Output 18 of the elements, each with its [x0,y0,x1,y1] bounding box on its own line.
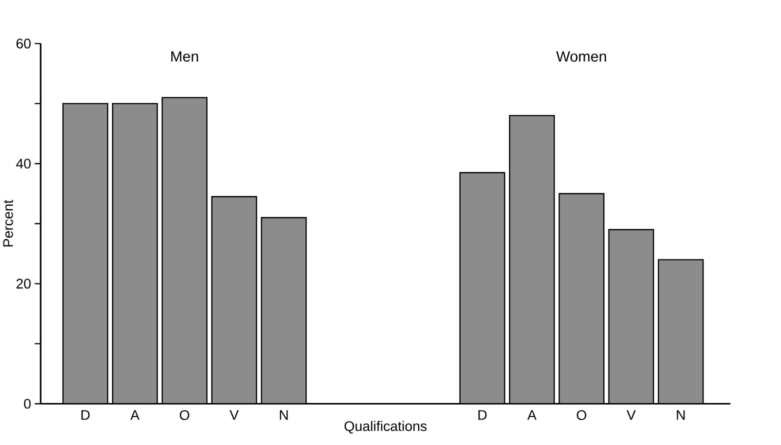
x-tick-label: A [527,410,537,420]
x-tick-label: D [81,410,90,420]
x-tick-label: N [676,410,685,420]
y-tick-label: 60 [16,38,31,48]
x-tick-label: D [478,410,487,420]
y-tick-label: 20 [16,278,31,288]
x-tick-label: O [576,410,586,420]
annotation: Women [556,51,606,62]
x-tick-label: A [130,410,140,420]
annotation: Men [171,51,198,62]
x-tick-label: V [626,410,636,420]
x-axis-title: Qualifications [344,420,427,434]
x-tick-label: O [180,410,190,420]
y-tick-label: 40 [16,158,31,168]
x-tick-label: N [280,410,288,420]
y-axis-title: Percent [3,200,13,246]
y-tick-label: 0 [24,398,31,408]
x-tick-label: V [230,410,239,420]
